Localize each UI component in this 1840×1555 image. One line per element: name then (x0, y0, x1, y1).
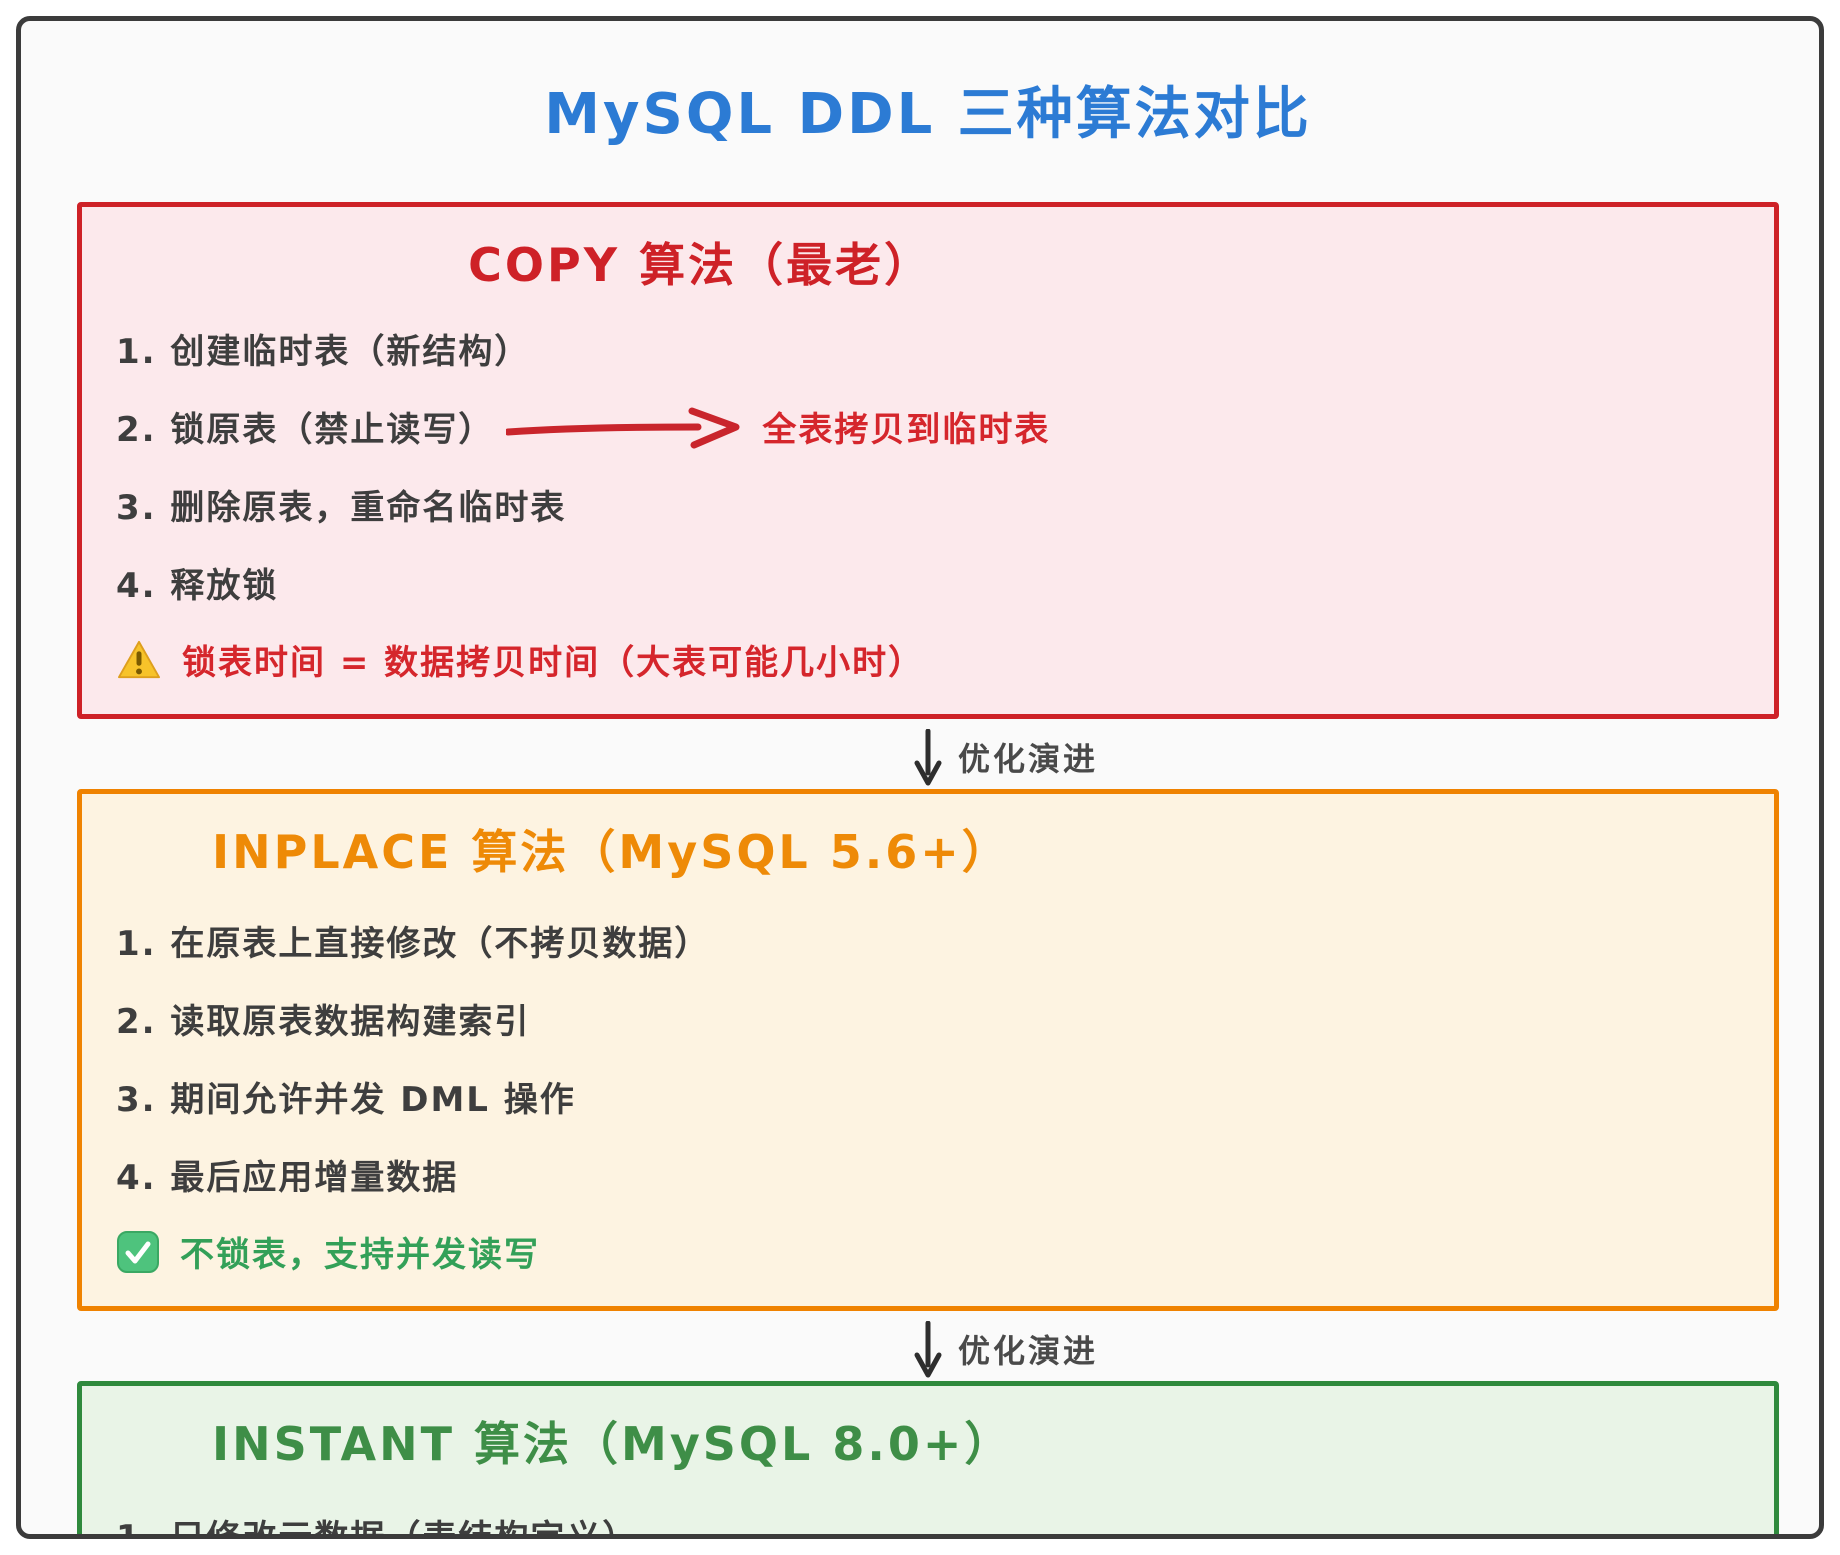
inplace-algorithm-box: INPLACE 算法（MySQL 5.6+） 1. 在原表上直接修改（不拷贝数据… (77, 789, 1779, 1311)
copy-algorithm-box: COPY 算法（最老） 1. 创建临时表（新结构） 2. 锁原表（禁止读写） 全… (77, 202, 1779, 719)
instant-algorithm-box: INSTANT 算法（MySQL 8.0+） 1. 只修改元数据（表结构定义） … (77, 1381, 1779, 1539)
copy-step-1-text: 1. 创建临时表（新结构） (116, 332, 531, 372)
copy-step-2-text: 2. 锁原表（禁止读写） (116, 410, 495, 450)
copy-warning-note: 锁表时间 = 数据拷贝时间（大表可能几小时） (116, 635, 1740, 684)
inplace-step-3-text: 3. 期间允许并发 DML 操作 (116, 1080, 576, 1120)
copy-warning-text: 锁表时间 = 数据拷贝时间（大表可能几小时） (182, 643, 925, 683)
green-checkbox-icon (116, 1230, 160, 1274)
inplace-success-note: 不锁表，支持并发读写 (116, 1227, 1740, 1276)
down-arrow-icon (914, 1321, 942, 1378)
warning-icon (116, 639, 162, 681)
down-arrow-icon (914, 729, 942, 786)
flow-connector-1: 优化演进 (77, 725, 1779, 789)
copy-step-3-text: 3. 删除原表，重命名临时表 (116, 488, 567, 528)
inplace-step-2-text: 2. 读取原表数据构建索引 (116, 1002, 531, 1042)
instant-step-1-text: 1. 只修改元数据（表结构定义） (116, 1518, 639, 1539)
flow-connector-2: 优化演进 (77, 1317, 1779, 1381)
instant-step-1: 1. 只修改元数据（表结构定义） (116, 1510, 1740, 1539)
copy-step-3: 3. 删除原表，重命名临时表 (116, 480, 1740, 529)
connector-1-label: 优化演进 (958, 740, 1099, 778)
inplace-success-text: 不锁表，支持并发读写 (180, 1235, 540, 1275)
red-right-arrow-icon (506, 407, 740, 448)
inplace-step-2: 2. 读取原表数据构建索引 (116, 994, 1740, 1043)
inplace-box-title: INPLACE 算法（MySQL 5.6+） (212, 825, 1011, 879)
inplace-step-1-text: 1. 在原表上直接修改（不拷贝数据） (116, 924, 711, 964)
copy-step-2-annotation: 全表拷贝到临时表 (762, 410, 1051, 450)
copy-step-4-text: 4. 释放锁 (116, 566, 279, 606)
inplace-step-1: 1. 在原表上直接修改（不拷贝数据） (116, 916, 1740, 965)
instant-box-title: INSTANT 算法（MySQL 8.0+） (212, 1417, 1014, 1471)
copy-step-1: 1. 创建临时表（新结构） (116, 324, 1740, 373)
copy-step-2: 2. 锁原表（禁止读写） 全表拷贝到临时表 (116, 402, 1740, 451)
inplace-step-3: 3. 期间允许并发 DML 操作 (116, 1072, 1740, 1121)
inplace-step-4: 4. 最后应用增量数据 (116, 1150, 1740, 1199)
copy-step-4: 4. 释放锁 (116, 558, 1740, 607)
connector-2-label: 优化演进 (958, 1332, 1099, 1370)
inplace-step-4-text: 4. 最后应用增量数据 (116, 1158, 459, 1198)
diagram-frame: MySQL DDL 三种算法对比 COPY 算法（最老） 1. 创建临时表（新结… (16, 16, 1824, 1539)
copy-box-title: COPY 算法（最老） (468, 238, 934, 292)
page-title: MySQL DDL 三种算法对比 (544, 82, 1312, 147)
